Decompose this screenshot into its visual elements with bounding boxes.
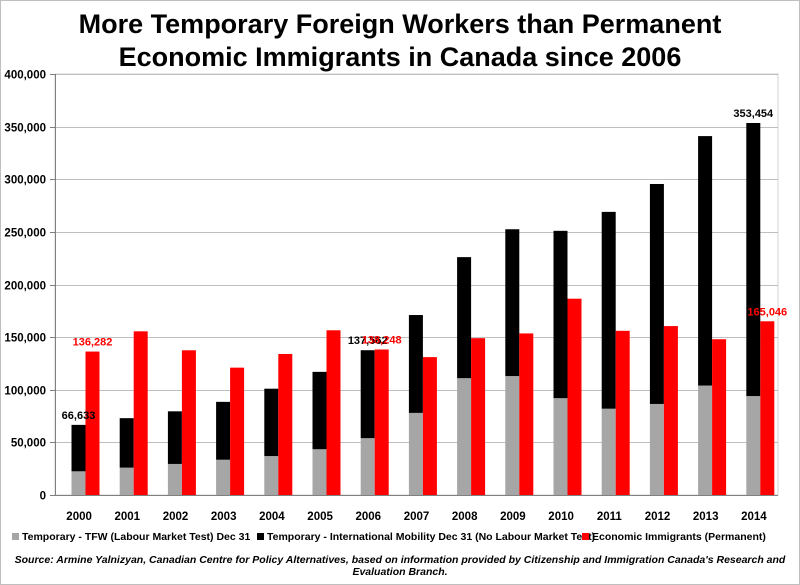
bar-2013-series-2 — [698, 136, 713, 386]
data-label: 353,454 — [733, 108, 774, 120]
bar-2007-series-3 — [422, 357, 437, 495]
bar-2004-series-1 — [264, 456, 279, 495]
bar-2000-series-1 — [71, 471, 86, 495]
x-tick-label: 2000 — [66, 511, 92, 523]
bar-2008-series-3 — [471, 338, 486, 495]
bar-2005-series-3 — [326, 330, 341, 495]
chart-title-line-2: Economic Immigrants in Canada since 2006 — [118, 42, 682, 72]
legend-label-2: Temporary - International Mobility Dec 3… — [267, 531, 595, 543]
bar-2012-series-2 — [649, 183, 664, 404]
bar-2014-series-3 — [760, 321, 775, 495]
data-label: 165,046 — [747, 306, 787, 318]
bar-2002-series-2 — [167, 411, 182, 464]
bar-2006-series-1 — [360, 438, 375, 495]
bar-2003-series-2 — [216, 401, 231, 460]
bar-2012-series-3 — [663, 326, 678, 495]
bar-2006-series-2 — [360, 350, 375, 439]
y-tick-label: 0 — [40, 491, 46, 503]
bar-2013-series-3 — [712, 339, 727, 495]
legend: Temporary - TFW (Labour Market Test) Dec… — [12, 531, 766, 543]
x-tick-label: 2011 — [597, 511, 623, 523]
x-tick-label: 2009 — [500, 511, 526, 523]
bar-2001-series-1 — [119, 467, 134, 495]
legend-swatch-3 — [582, 533, 589, 540]
y-tick-label: 400,000 — [4, 70, 46, 82]
bar-2009-series-3 — [519, 333, 534, 495]
data-label: 136,282 — [73, 337, 113, 349]
bar-2005-series-1 — [312, 449, 327, 495]
bar-2010-series-1 — [553, 398, 568, 495]
x-tick-label: 2013 — [693, 511, 719, 523]
x-tick-label: 2010 — [548, 511, 574, 523]
bar-2001-series-2 — [119, 418, 134, 468]
bar-2013-series-1 — [698, 385, 713, 495]
data-label: 66,633 — [62, 410, 96, 422]
legend-label-1: Temporary - TFW (Labour Market Test) Dec… — [22, 531, 250, 543]
data-label: 138,248 — [362, 334, 402, 346]
bar-2000-series-2 — [71, 424, 86, 472]
x-tick-label: 2007 — [404, 511, 430, 523]
bar-2014-series-1 — [746, 396, 761, 495]
bar-2000-series-3 — [85, 351, 100, 495]
x-tick-label: 2001 — [115, 511, 141, 523]
legend-swatch-2 — [257, 533, 264, 540]
bar-2011-series-2 — [601, 211, 616, 409]
bar-2008-series-1 — [457, 378, 472, 495]
bar-2007-series-1 — [408, 412, 423, 495]
data-label: 137,562 — [348, 335, 388, 347]
bar-2006-series-3 — [374, 349, 389, 495]
bar-2003-series-3 — [230, 367, 245, 495]
bar-2012-series-1 — [649, 403, 664, 495]
x-tick-label: 2008 — [452, 511, 478, 523]
y-tick-label: 200,000 — [4, 281, 46, 293]
y-tick-label: 150,000 — [4, 333, 46, 345]
bar-2008-series-2 — [457, 257, 472, 379]
bar-2002-series-1 — [167, 463, 182, 495]
bar-2011-series-3 — [615, 330, 630, 495]
x-tick-label: 2005 — [307, 511, 333, 523]
bar-2011-series-1 — [601, 408, 616, 495]
bar-2001-series-3 — [133, 331, 148, 495]
y-tick-label: 350,000 — [4, 123, 46, 135]
bar-2009-series-1 — [505, 376, 520, 495]
y-tick-label: 50,000 — [11, 438, 46, 450]
x-tick-label: 2014 — [741, 511, 767, 523]
x-tick-label: 2012 — [645, 511, 671, 523]
bar-2004-series-3 — [278, 353, 293, 495]
legend-label-3: Economic Immigrants (Permanent) — [592, 531, 766, 543]
chart-title: More Temporary Foreign Workers than Perm… — [0, 8, 800, 74]
x-tick-label: 2006 — [356, 511, 382, 523]
x-tick-label: 2002 — [163, 511, 189, 523]
y-tick-label: 250,000 — [4, 228, 46, 240]
bar-2005-series-2 — [312, 371, 327, 450]
x-tick-label: 2003 — [211, 511, 237, 523]
bar-2010-series-3 — [567, 298, 582, 495]
legend-swatch-1 — [12, 533, 19, 540]
x-tick-label: 2004 — [259, 511, 285, 523]
bar-2007-series-2 — [408, 315, 423, 413]
bar-2002-series-3 — [181, 350, 196, 495]
bar-2003-series-1 — [216, 459, 231, 495]
bar-2010-series-2 — [553, 230, 568, 399]
bar-2004-series-2 — [264, 388, 279, 457]
bar-2014-series-2 — [746, 122, 761, 397]
bar-2009-series-2 — [505, 229, 520, 377]
chart-title-line-1: More Temporary Foreign Workers than Perm… — [78, 9, 722, 39]
source-note: Source: Armine Yalnizyan, Canadian Centr… — [14, 554, 786, 578]
y-tick-label: 100,000 — [4, 386, 46, 398]
y-tick-label: 300,000 — [4, 175, 46, 187]
